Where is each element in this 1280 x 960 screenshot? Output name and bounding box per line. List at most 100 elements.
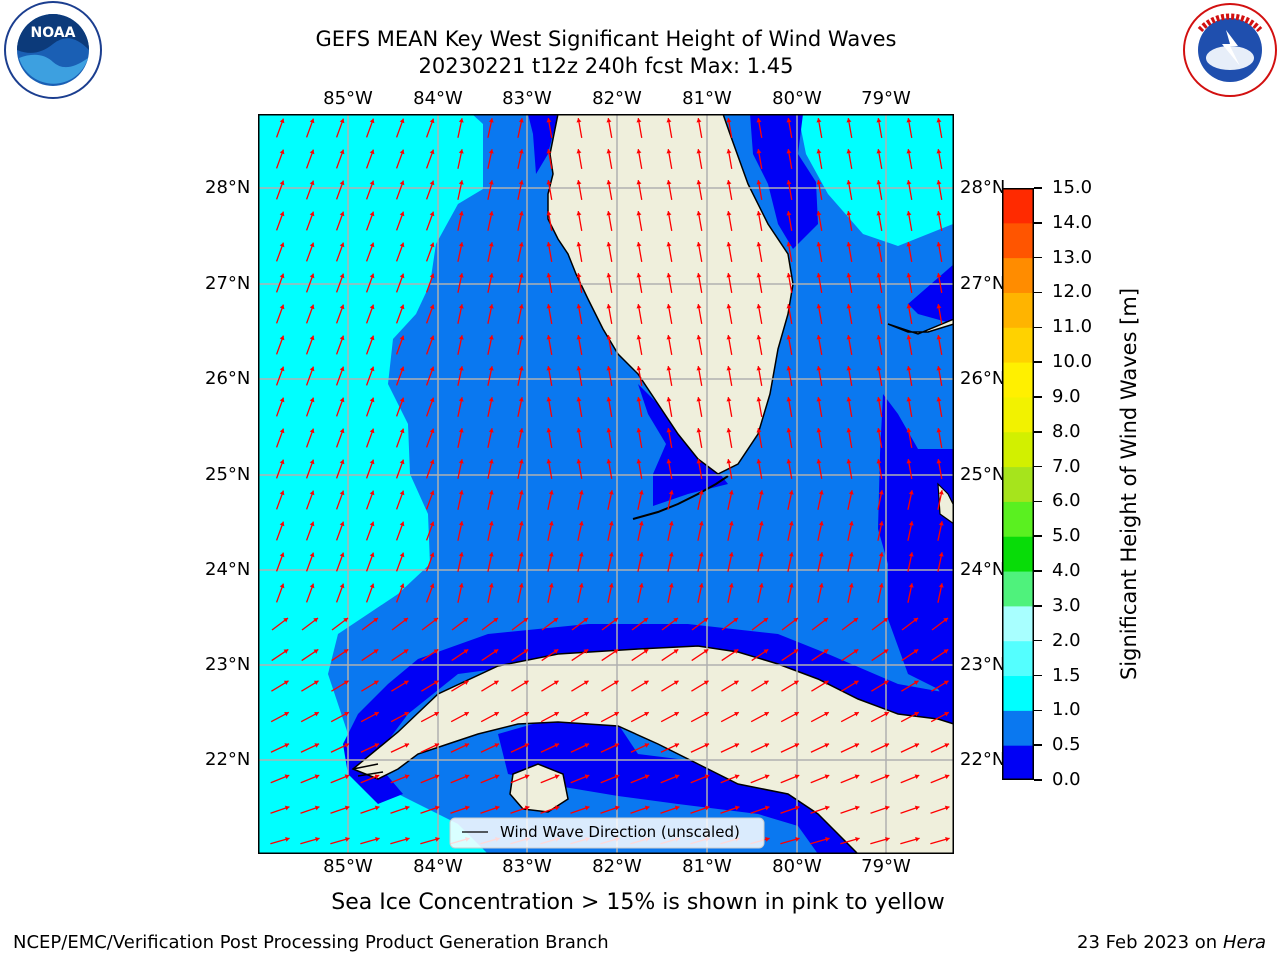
wind-arrow xyxy=(936,459,943,479)
band-0-0-5-ne-small xyxy=(908,264,954,324)
wind-arrow xyxy=(607,583,614,603)
wind-arrow xyxy=(305,490,315,510)
wind-arrow xyxy=(930,743,950,753)
credit-right: 23 Feb 2023 on Hera xyxy=(1077,932,1266,953)
wind-arrow xyxy=(510,711,530,723)
wind-arrow xyxy=(391,648,409,662)
wind-arrow xyxy=(846,459,853,479)
wind-arrow xyxy=(660,774,680,784)
wind-arrow xyxy=(425,149,435,169)
wind-arrow xyxy=(817,521,824,541)
wind-arrow xyxy=(305,180,315,200)
lon-label-top: 79°W xyxy=(861,88,911,109)
colorbar-label: 0.5 xyxy=(1052,734,1081,756)
wind-arrow xyxy=(666,273,673,293)
wind-arrow xyxy=(335,459,345,479)
wind-arrow xyxy=(636,459,643,479)
wind-arrow xyxy=(660,711,680,723)
lat-label-left: 26°N xyxy=(205,368,251,389)
wind-arrow xyxy=(335,583,345,603)
wind-arrow xyxy=(390,711,410,723)
wind-arrow xyxy=(547,521,554,541)
wind-arrow xyxy=(480,743,500,753)
wind-arrow xyxy=(271,680,289,692)
wind-arrow xyxy=(606,397,613,417)
wind-arrow xyxy=(666,211,673,231)
wind-arrow xyxy=(870,836,890,845)
wind-arrow xyxy=(636,180,643,200)
wind-arrow xyxy=(360,836,380,845)
wind-arrow xyxy=(876,118,883,138)
wind-arrow xyxy=(696,149,703,169)
wind-arrow xyxy=(451,617,469,631)
wind-arrow xyxy=(601,617,619,631)
wind-arrow xyxy=(726,459,733,479)
wind-arrow xyxy=(787,583,794,603)
wind-arrow xyxy=(606,335,613,355)
wind-arrow xyxy=(607,490,614,510)
colorbar-label: 12.0 xyxy=(1052,281,1093,303)
wind-arrow xyxy=(425,490,435,510)
band-0-0-5-cuba-south xyxy=(498,714,908,854)
wind-arrow xyxy=(846,180,853,200)
colorbar-tick xyxy=(1034,535,1042,537)
wind-arrow xyxy=(636,366,643,386)
wind-arrow xyxy=(600,711,620,723)
wind-arrow xyxy=(301,680,319,692)
colorbar-tick xyxy=(1034,326,1042,329)
wind-arrow xyxy=(517,428,524,448)
wind-arrow xyxy=(305,428,315,448)
lat-label-right: 23°N xyxy=(960,654,1006,675)
wind-arrow xyxy=(757,490,764,510)
wind-arrow xyxy=(906,180,913,200)
wind-arrow xyxy=(576,180,583,200)
florida-keys xyxy=(632,475,729,520)
wind-arrow xyxy=(330,774,350,784)
wind-arrow xyxy=(606,149,613,169)
wind-arrow xyxy=(457,304,464,324)
wind-arrow xyxy=(900,774,920,784)
wind-arrow xyxy=(457,552,464,572)
wind-arrow xyxy=(846,242,853,262)
wind-arrow xyxy=(395,552,405,572)
wind-arrow xyxy=(275,459,285,479)
wind-arrow xyxy=(457,273,464,293)
wind-arrow xyxy=(365,180,375,200)
wind-arrow xyxy=(275,211,285,231)
wind-arrow xyxy=(517,180,524,200)
wind-arrow xyxy=(816,211,823,231)
colorbar-label: 7.0 xyxy=(1052,455,1081,477)
wind-arrow xyxy=(847,521,854,541)
wind-arrow xyxy=(487,211,494,231)
wind-arrow xyxy=(781,617,799,631)
wind-arrow xyxy=(361,617,379,631)
wind-arrow xyxy=(636,335,643,355)
wind-arrow xyxy=(450,774,470,784)
wind-arrow xyxy=(877,521,884,541)
wind-arrow xyxy=(546,335,553,355)
wind-arrow xyxy=(936,335,943,355)
wind-arrow xyxy=(691,617,709,631)
colorbar-band xyxy=(1002,466,1034,502)
wind-arrow xyxy=(786,428,793,448)
wind-arrow xyxy=(335,304,345,324)
wind-arrow xyxy=(810,836,830,845)
wind-arrow xyxy=(577,490,584,510)
wind-arrow xyxy=(365,521,375,541)
wind-arrow xyxy=(395,459,405,479)
wind-arrow xyxy=(395,521,405,541)
wind-arrow xyxy=(876,459,883,479)
wind-arrow xyxy=(511,680,529,692)
colorbar-tick xyxy=(1034,256,1042,259)
lat-label-left: 27°N xyxy=(205,273,251,294)
wave-height-map: Wind Wave Direction (unscaled) xyxy=(258,114,954,854)
wind-arrow xyxy=(906,459,913,479)
colorbar-tick xyxy=(1034,709,1042,712)
wind-arrow xyxy=(487,521,494,541)
wind-arrow xyxy=(781,680,799,692)
colorbar-label: 3.0 xyxy=(1052,594,1081,616)
wind-arrow xyxy=(607,552,614,572)
wind-arrow xyxy=(756,304,763,324)
wind-arrow xyxy=(816,242,823,262)
wind-arrow xyxy=(365,211,375,231)
